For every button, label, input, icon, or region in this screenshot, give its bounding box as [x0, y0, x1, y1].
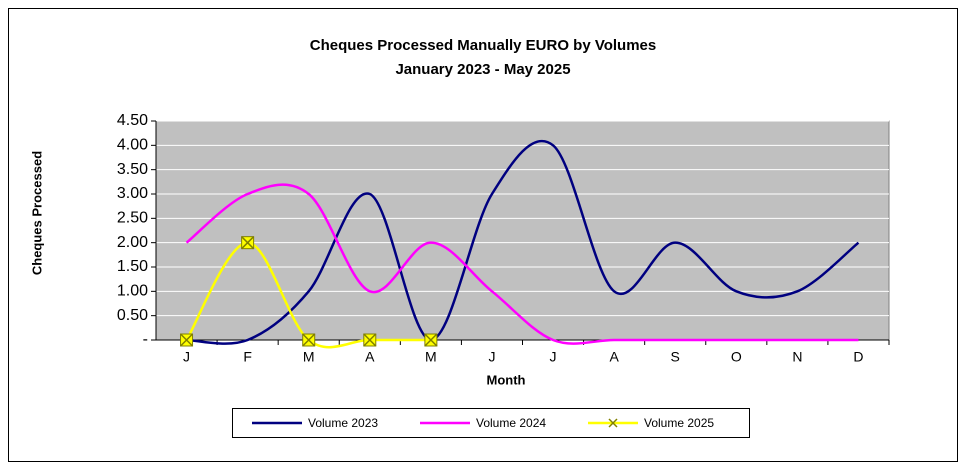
plot-area	[155, 120, 890, 341]
chart-subtitle: January 2023 - May 2025	[395, 61, 570, 78]
y-tick-label: 2.00	[117, 234, 148, 251]
y-tick-label: 3.50	[117, 161, 148, 178]
marker	[424, 333, 438, 347]
marker	[363, 333, 377, 347]
x-tick-label: F	[243, 349, 252, 365]
x-tick-label: J	[183, 349, 190, 365]
x-tick-label: N	[792, 349, 802, 365]
series-line	[185, 183, 859, 345]
legend-label: Volume 2025	[644, 416, 714, 430]
y-tick-label: -	[143, 331, 148, 348]
y-tick-label: 4.50	[117, 112, 148, 129]
x-tick-label: J	[550, 349, 557, 365]
y-tick-label: 1.50	[117, 258, 148, 275]
y-tick-label: 4.00	[117, 137, 148, 154]
series-line	[186, 139, 860, 345]
y-tick-label: 1.00	[117, 283, 148, 300]
x-tick-label: A	[609, 349, 619, 365]
x-tick-label: O	[731, 349, 742, 365]
y-tick-label: 2.50	[117, 210, 148, 227]
x-tick-label: M	[425, 349, 437, 365]
y-tick-label: 0.50	[117, 307, 148, 324]
marker	[180, 333, 194, 347]
legend-marker	[608, 418, 618, 428]
x-tick-label: S	[671, 349, 680, 365]
y-tick-label: 3.00	[117, 185, 148, 202]
y-axis-label: Cheques Processed	[29, 151, 44, 275]
series-line	[185, 241, 431, 349]
marker	[241, 236, 255, 250]
x-tick-label: M	[303, 349, 315, 365]
x-tick-label: A	[365, 349, 375, 365]
x-tick-label: D	[853, 349, 863, 365]
chart-title: Cheques Processed Manually EURO by Volum…	[310, 37, 657, 54]
x-tick-label: J	[488, 349, 495, 365]
x-axis-label: Month	[487, 372, 526, 387]
legend	[232, 408, 750, 438]
legend-label: Volume 2024	[476, 416, 546, 430]
marker	[302, 333, 316, 347]
legend-label: Volume 2023	[308, 416, 378, 430]
